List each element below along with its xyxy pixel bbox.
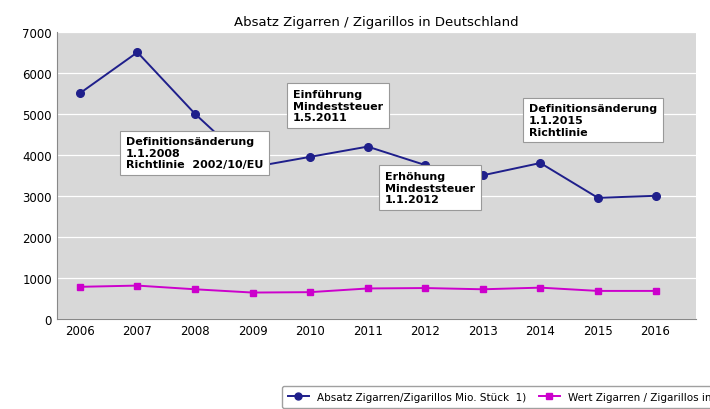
Legend: Absatz Zigarren/Zigarillos Mio. Stück  1), Wert Zigarren / Zigarillos in Mio. €: Absatz Zigarren/Zigarillos Mio. Stück 1)…	[282, 386, 710, 408]
Text: Definitionsänderung
1.1.2008
Richtlinie  2002/10/EU: Definitionsänderung 1.1.2008 Richtlinie …	[126, 137, 263, 170]
Title: Absatz Zigarren / Zigarillos in Deutschland: Absatz Zigarren / Zigarillos in Deutschl…	[234, 16, 518, 29]
Text: Erhöhung
Mindeststeuer
1.1.2012: Erhöhung Mindeststeuer 1.1.2012	[385, 172, 475, 204]
Text: Einführung
Mindeststeuer
1.5.2011: Einführung Mindeststeuer 1.5.2011	[293, 90, 383, 123]
Text: Definitionsänderung
1.1.2015
Richtlinie: Definitionsänderung 1.1.2015 Richtlinie	[529, 104, 657, 137]
